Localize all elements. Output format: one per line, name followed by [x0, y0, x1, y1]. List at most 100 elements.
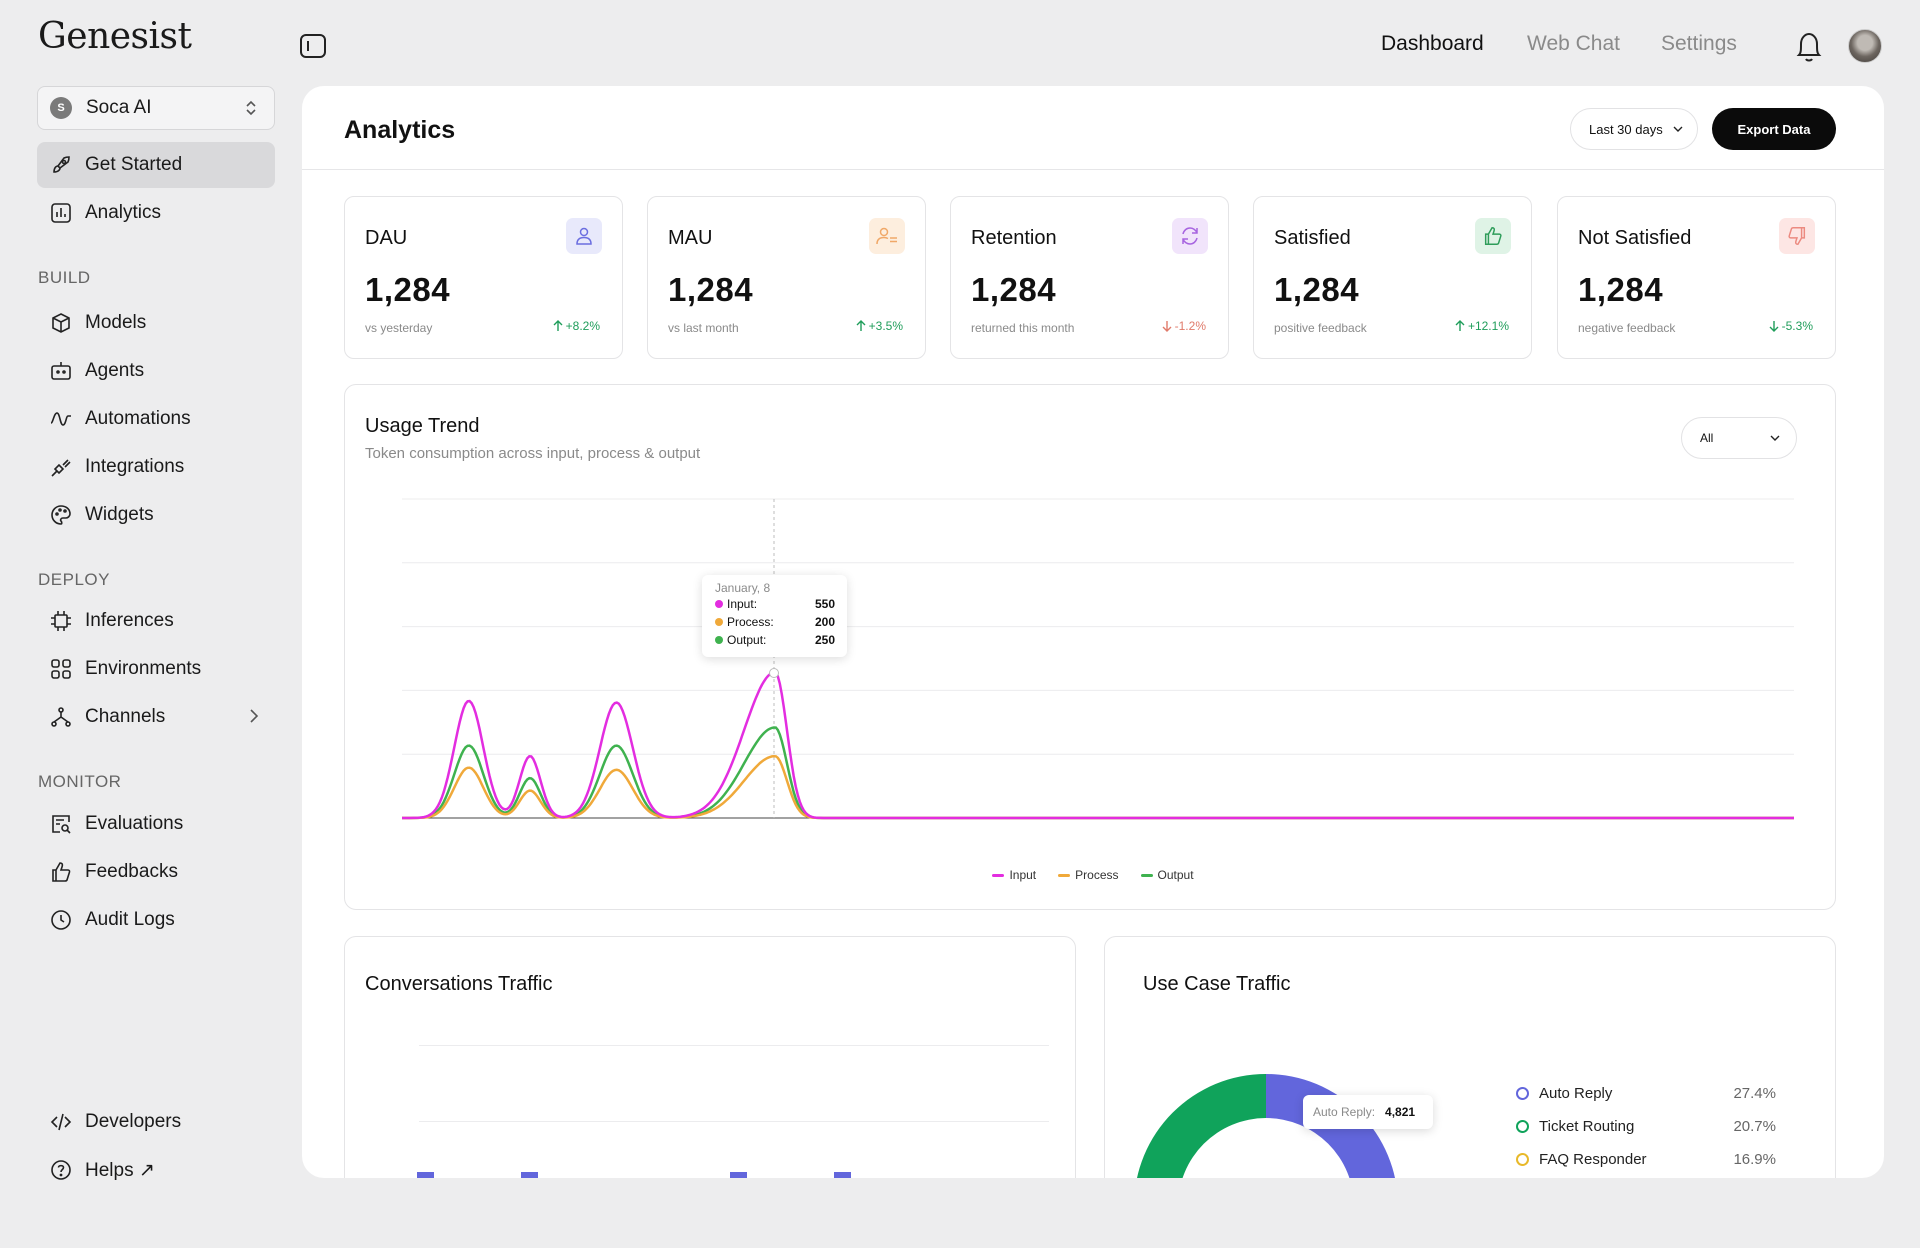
legend-swatch [1140, 873, 1153, 877]
nav-web-chat[interactable]: Web Chat [1527, 32, 1620, 55]
sidebar-item-developers[interactable]: Developers [37, 1099, 275, 1145]
kpi-value: 1,284 [971, 271, 1057, 308]
arrow-down-icon [1769, 321, 1779, 332]
rocket-icon [48, 152, 74, 178]
use-case-row-auto-reply[interactable]: Auto Reply 27.4% [1516, 1085, 1776, 1102]
arrow-up-icon [553, 320, 563, 331]
kpi-card-dau: DAU 1,284 vs yesterday +8.2% [344, 196, 623, 359]
bell-icon[interactable] [1793, 29, 1825, 65]
kpi-delta-value: +3.5% [868, 319, 903, 333]
sidebar-item-widgets[interactable]: Widgets [37, 492, 275, 538]
chart-legend: Input Process Output [302, 868, 1884, 882]
sidebar-item-models[interactable]: Models [37, 300, 275, 346]
conversation-bar[interactable] [730, 1172, 747, 1178]
plug-icon [48, 454, 74, 480]
sidebar-item-agents[interactable]: Agents [37, 348, 275, 394]
thumbs-up-icon [48, 859, 74, 885]
sidebar-item-inferences[interactable]: Inferences [37, 598, 275, 644]
kpi-value: 1,284 [365, 271, 451, 308]
chevron-down-icon [1673, 126, 1683, 132]
sidebar-item-get-started[interactable]: Get Started [37, 142, 275, 188]
legend-item-input[interactable]: Input [992, 868, 1036, 882]
section-label-monitor: MONITOR [38, 772, 122, 791]
cube-icon [48, 310, 74, 336]
tooltip-date: January, 8 [715, 581, 771, 595]
arrow-up-icon [1455, 320, 1465, 331]
legend-label: Output [1157, 868, 1194, 882]
usage-filter-select[interactable]: All [1681, 417, 1797, 459]
use-case-row-faq-responder[interactable]: FAQ Responder 16.9% [1516, 1151, 1776, 1168]
sidebar-item-audit-logs[interactable]: Audit Logs [37, 897, 275, 943]
date-range-select[interactable]: Last 30 days [1570, 108, 1698, 150]
sidebar-item-feedbacks[interactable]: Feedbacks [37, 849, 275, 895]
wave-icon [48, 406, 74, 432]
series-line-process[interactable] [402, 754, 1794, 820]
legend-swatch [1058, 873, 1071, 877]
date-range-value: Last 30 days [1589, 121, 1663, 137]
kpi-value: 1,284 [1578, 271, 1664, 308]
usage-trend-chart [402, 498, 1794, 820]
legend-ring-icon [1516, 1153, 1529, 1166]
chevron-updown-icon [246, 100, 256, 116]
kpi-value: 1,284 [668, 271, 754, 308]
divider [302, 169, 1884, 170]
kpi-subtitle: negative feedback [1578, 321, 1676, 335]
kpi-delta: +12.1% [1455, 319, 1509, 333]
conversation-bar[interactable] [834, 1172, 851, 1178]
kpi-delta: -5.3% [1769, 319, 1813, 333]
tooltip-value: 200 [814, 615, 835, 629]
sidebar-item-automations[interactable]: Automations [37, 396, 275, 442]
sidebar-item-analytics[interactable]: Analytics [37, 190, 275, 236]
legend-ring-icon [1516, 1087, 1529, 1100]
kpi-subtitle: vs last month [668, 321, 739, 335]
tooltip-label: Output: [727, 633, 767, 647]
section-label-build: BUILD [38, 268, 91, 287]
code-icon [48, 1109, 74, 1135]
series-line-input[interactable] [402, 671, 1794, 820]
kpi-card-not-satisfied: Not Satisfied 1,284 negative feedback -5… [1557, 196, 1836, 359]
kpi-card-mau: MAU 1,284 vs last month +3.5% [647, 196, 926, 359]
sidebar-item-label: Widgets [85, 504, 154, 525]
kpi-subtitle: positive feedback [1274, 321, 1367, 335]
sidebar-item-helps[interactable]: Helps ↗ [37, 1147, 275, 1193]
donut-segment-ticket-routing[interactable] [1134, 1074, 1266, 1178]
legend-item-output[interactable]: Output [1140, 868, 1194, 882]
refresh-icon [1172, 218, 1208, 254]
kpi-delta-value: +12.1% [1467, 319, 1509, 333]
kpi-title: Retention [971, 227, 1057, 249]
sidebar-item-evaluations[interactable]: Evaluations [37, 801, 275, 847]
usage-trend-panel: Usage Trend Token consumption across inp… [344, 384, 1836, 910]
donut-tooltip-value: 4,821 [1385, 1105, 1416, 1119]
export-data-button[interactable]: Export Data [1712, 108, 1836, 150]
donut-tooltip: Auto Reply: 4,821 [1303, 1095, 1433, 1129]
clock-icon [48, 907, 74, 933]
legend-dot [715, 618, 723, 626]
app-logo[interactable]: Genesist [38, 16, 192, 57]
sidebar-item-channels[interactable]: Channels [37, 694, 275, 740]
tooltip-label: Process: [727, 615, 774, 629]
use-case-traffic-panel: Use Case Traffic [1104, 936, 1836, 1178]
donut-tooltip-label: Auto Reply: [1313, 1105, 1376, 1119]
conversation-bar[interactable] [417, 1172, 434, 1178]
tooltip-value: 550 [814, 597, 835, 611]
sidebar-toggle-icon[interactable] [299, 33, 327, 59]
legend-item-process[interactable]: Process [1058, 868, 1119, 882]
sidebar-item-integrations[interactable]: Integrations [37, 444, 275, 490]
sidebar-item-environments[interactable]: Environments [37, 646, 275, 692]
sidebar-item-label: Evaluations [85, 813, 184, 834]
sidebar-item-label: Channels [85, 706, 166, 727]
nav-dashboard[interactable]: Dashboard [1381, 32, 1484, 55]
sidebar-item-label: Automations [85, 408, 191, 429]
legend-label: Input [1009, 868, 1037, 882]
kpi-delta-value: +8.2% [565, 319, 600, 333]
hover-point[interactable] [769, 668, 779, 678]
use-case-row-ticket-routing[interactable]: Ticket Routing 20.7% [1516, 1118, 1776, 1135]
workspace-selector[interactable]: S Soca AI [37, 86, 275, 130]
conversation-bar[interactable] [521, 1172, 538, 1178]
chart-tooltip: January, 8 Input: 550 Process: 200 Outpu… [702, 575, 847, 657]
chip-icon [48, 608, 74, 634]
nav-settings[interactable]: Settings [1661, 32, 1737, 55]
conversations-traffic-title: Conversations Traffic [365, 973, 553, 995]
tooltip-row-process: Process: 200 [715, 615, 835, 629]
user-avatar[interactable] [1848, 29, 1882, 63]
